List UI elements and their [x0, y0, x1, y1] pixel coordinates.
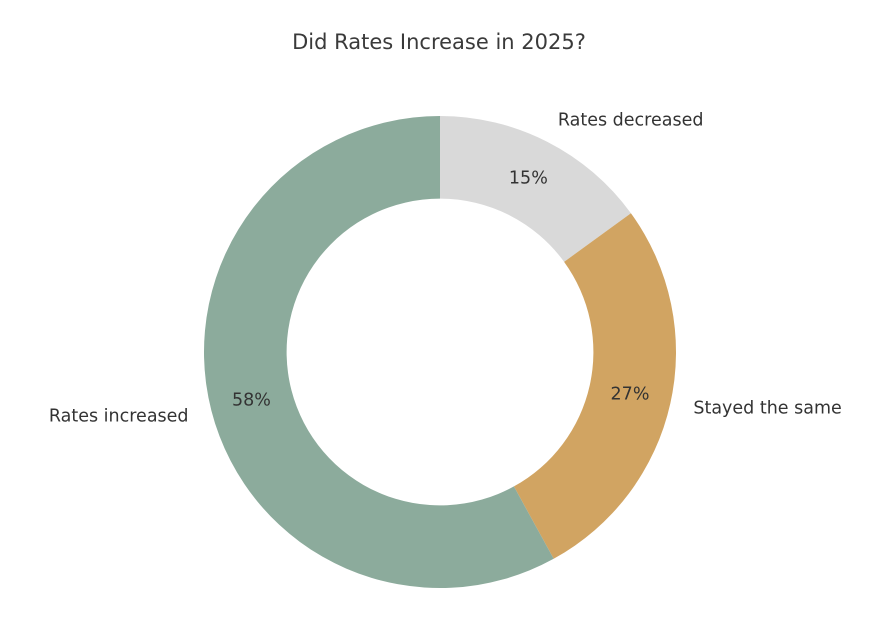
pie-segments: [203, 116, 677, 588]
pie-segment-rates-increased: [203, 116, 554, 588]
slice-label-stayed-the-same: Stayed the same: [693, 399, 841, 419]
pie-segment-rates-decreased: [440, 116, 631, 262]
pct-label-rates-increased: 58%: [232, 390, 271, 410]
pie-segment-stayed-the-same: [513, 213, 677, 559]
chart-title: Did Rates Increase in 2025?: [292, 30, 586, 54]
pie-labels: 15% Rates decreased 27% Stayed the same 58% R…: [49, 111, 842, 427]
slice-label-rates-decreased: Rates decreased: [558, 111, 704, 131]
pct-label-stayed-the-same: 27%: [611, 384, 650, 404]
pct-label-rates-decreased: 15%: [509, 169, 548, 189]
slice-label-rates-increased: Rates increased: [49, 407, 189, 427]
